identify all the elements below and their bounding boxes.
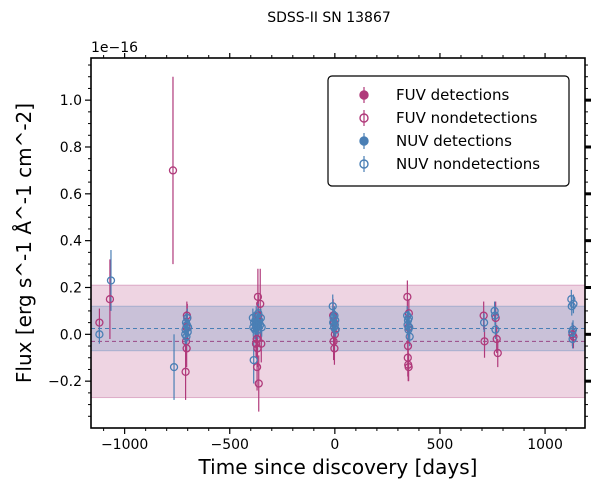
fuv-nondetections-point [251,339,261,348]
nuv-nondetections-point [183,327,192,337]
fuv-nondetections-point [95,318,104,327]
y-scale-note: 1e−16 [91,40,138,56]
bands-layer [90,284,586,399]
nuv-nondetections-point [256,313,266,323]
legend-fuv-nondetections-label: FUV nondetections [396,109,538,127]
fuv-nondetections-point [403,341,413,351]
chart-title: SDSS-II SN 13867 [267,10,391,26]
legend-box [327,75,570,187]
nuv-nondetections-point [405,323,414,332]
fuv-nondetections-point [330,344,339,353]
y-tick-label: 0.4 [60,234,82,250]
fuv-nondetections-point [181,367,190,376]
fuv-nondetections-point [493,348,502,358]
nuv-nondetections-point [331,316,340,325]
x-tick-label: −1000 [101,437,148,453]
x-ticks: −1000 −500 0 500 1000 [101,53,567,453]
x-tick-label: −500 [211,437,249,453]
fuv-nondetections-point [256,299,265,309]
nuv-nondetections-point [183,323,193,332]
y-ticks: −0.2 0.0 0.2 0.4 0.6 0.8 1.0 [48,64,591,417]
legend-fuv-detections-marker [359,90,369,100]
fuv-nondetections-point [404,362,413,372]
y-axis-label: Flux [erg s^-1 Å^-1 cm^-2] [12,103,36,383]
nuv-nondetections-point [403,311,412,320]
y-tick-label: 0.2 [60,280,82,296]
fuv-nondetections-point [252,362,262,372]
fuv-nondetections-point [480,337,489,346]
legend: FUV detections FUV nondetections NUV detec… [327,75,570,187]
x-tick-label: 500 [427,437,454,453]
legend-items: FUV detections FUV nondetections NUV detec… [359,86,540,173]
markers-layer [95,166,578,388]
nuv-nondetections-point [568,325,578,334]
nuv-nondetections-point [569,299,578,309]
nuv-nondetections-point [255,316,264,325]
y-tick-label: −0.2 [48,374,82,390]
fuv-nondetections-point [182,344,191,353]
nuv-nondetections-point [490,311,500,320]
legend-nuv-detections-marker [359,136,369,146]
nuv-nondetections-point [479,318,489,327]
legend-nuv-detections-label: NUV detections [396,132,512,150]
nuv-nondetections-point [169,362,179,372]
y-tick-label: 1.0 [60,93,82,109]
nuv-nondetections-point [404,313,413,323]
nuv-nondetections-point [330,311,339,320]
nuv-nondetections-point [106,276,116,285]
legend-fuv-detections-label: FUV detections [396,86,509,104]
legend-nuv-nondetections-label: NUV nondetections [396,155,540,173]
nuv-nondetections-point [567,302,576,311]
nuv-nondetections-point [490,306,499,316]
y-tick-label: 0.0 [60,327,82,343]
fuv-nondetections-point [254,379,263,388]
fuv-nondetections-point [105,295,115,304]
nuv-nondetections-point [331,325,340,334]
nuv-nondetections-point [328,302,337,311]
plot-frame [90,57,586,429]
fuv-nondetections-point [168,166,178,175]
fuv-nondetections-point [403,292,412,302]
nuv-nondetections-point [257,323,266,332]
x-tick-label: 0 [330,437,339,453]
nuv-nondetections-point [568,334,577,344]
x-axis-label: Time since discovery [days] [198,455,478,479]
nuv-nondetections-point [491,325,500,334]
y-tick-label: 0.6 [60,187,82,203]
legend-fuv-nondetections-marker [359,113,369,123]
nuv-nondetections-point [182,332,191,341]
fuv-nondetections-point [257,339,266,348]
nuv-nondetections-point [405,332,414,341]
x-tick-label: 1000 [527,437,563,453]
fuv-nondetections-point [253,292,263,302]
nuv-nondetections-point [330,320,339,330]
fuv-nondetections-point [252,334,261,344]
fuv-nondetections-point [492,334,501,344]
nuv-nondetections-point [95,330,104,339]
legend-nuv-nondetections-marker [359,159,369,169]
nuv-nondetections-point [249,355,258,365]
nuv-nondetections-point [183,313,192,323]
y-tick-label: 0.8 [60,140,82,156]
